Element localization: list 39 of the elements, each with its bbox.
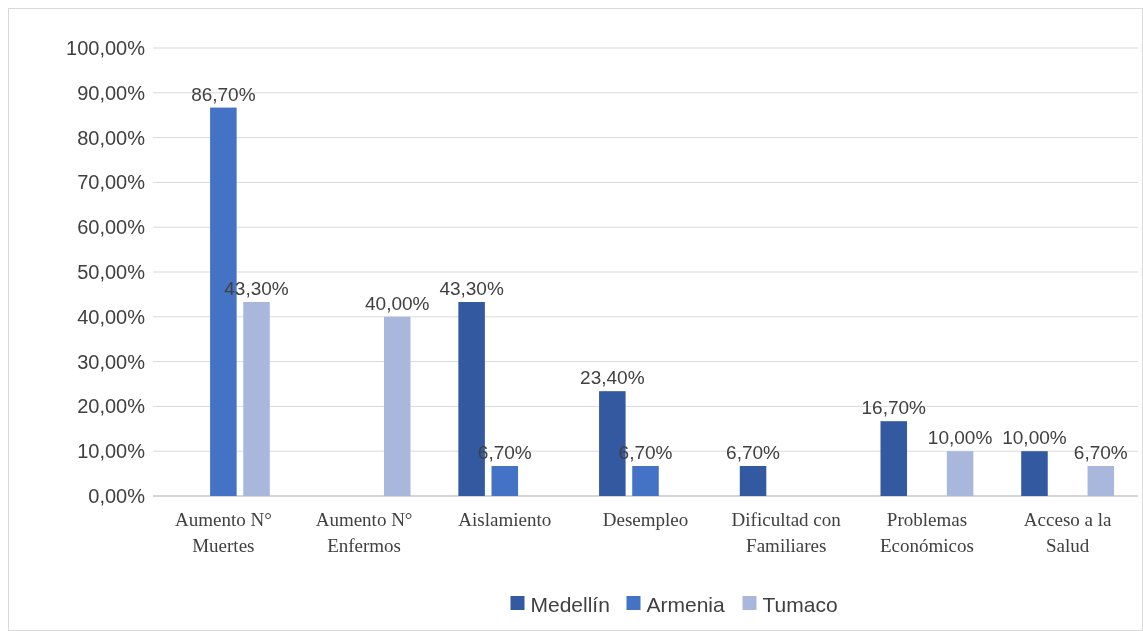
data-label: 16,70% [861, 397, 927, 419]
data-label: 86,70% [191, 83, 256, 105]
x-tick-label: Acceso a la Salud [1023, 509, 1112, 556]
y-tick-label: 10,00% [77, 440, 146, 463]
x-tick-label: Problemas Económicos [879, 509, 974, 556]
data-label: 6,70% [1073, 441, 1128, 463]
y-tick-label: 40,00% [77, 305, 146, 328]
data-label: 23,40% [580, 367, 645, 389]
x-tick-label: Aislamiento [458, 509, 552, 530]
bar [1021, 451, 1048, 496]
x-tick-label: Dificultad con Familiares [731, 509, 842, 556]
data-label: 6,70% [726, 441, 781, 463]
data-label: 43,30% [439, 278, 504, 300]
y-tick-label: 70,00% [77, 171, 146, 194]
bar [1087, 465, 1115, 496]
y-tick-label: 60,00% [77, 216, 146, 239]
x-tick-label: Desempleo [602, 509, 689, 530]
x-tick-label: Aumento N° Muertes [174, 509, 272, 556]
data-label: 10,00% [927, 427, 993, 449]
y-tick-label: 80,00% [77, 126, 146, 149]
bar [632, 465, 659, 496]
bar [491, 465, 519, 496]
bar [739, 465, 767, 496]
legend-label: Medellín [530, 593, 610, 617]
legend-label: Armenia [646, 593, 726, 617]
y-tick-label: 20,00% [77, 395, 146, 418]
data-label: 10,00% [1002, 427, 1067, 449]
data-label: 40,00% [365, 292, 430, 314]
y-tick-label: 50,00% [77, 261, 146, 283]
bar [383, 316, 411, 496]
y-tick-label: 0,00% [88, 485, 146, 507]
x-tick-label: Aumento N° Enfermos [315, 509, 413, 556]
legend-label: Tumaco [762, 593, 838, 617]
bar [243, 302, 270, 496]
y-tick-label: 90,00% [77, 81, 146, 104]
bar [880, 421, 908, 496]
y-tick-label: 30,00% [77, 350, 146, 373]
bar [946, 451, 974, 496]
y-tick-label: 100,00% [66, 37, 146, 59]
